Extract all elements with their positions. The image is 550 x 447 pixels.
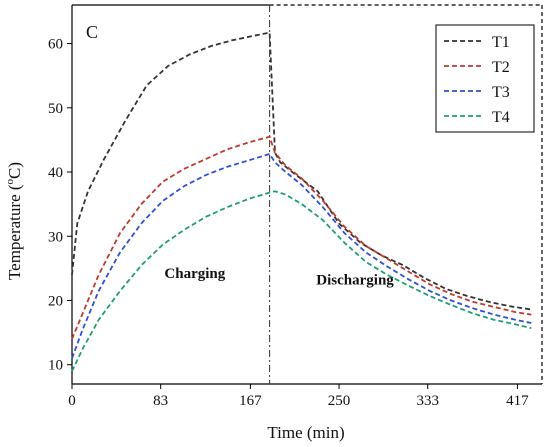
- y-tick-label: 40: [48, 165, 63, 181]
- y-axis-title-sup: o: [4, 178, 16, 184]
- legend-box: [435, 24, 535, 133]
- x-tick-label: 83: [153, 393, 168, 409]
- x-tick-label: 250: [328, 393, 351, 409]
- panel-label: C: [86, 22, 98, 42]
- x-tick-label: 333: [416, 393, 439, 409]
- y-axis-title-main: Temperature (: [5, 184, 24, 280]
- phase-annotation: Charging: [164, 266, 225, 282]
- plot-frame: [71, 4, 543, 385]
- y-axis-title-tail: C): [5, 162, 24, 179]
- x-tick-label: 167: [239, 393, 262, 409]
- y-tick-label: 50: [48, 101, 63, 117]
- phase-annotation: Discharging: [316, 272, 394, 288]
- legend: T1 T2 T3 T4: [435, 24, 535, 133]
- legend-label-t2: T2: [492, 59, 510, 76]
- y-tick-label: 30: [48, 229, 63, 245]
- axis-layer: 0 83 167 250 333 417 10 20 30 40 50 60: [48, 37, 529, 409]
- x-tick-label: 0: [68, 393, 76, 409]
- y-tick-label: 10: [48, 358, 63, 374]
- series-line-t4: [71, 190, 532, 372]
- series-line-t1: [71, 31, 532, 311]
- annotation-layer: Charging Discharging: [164, 266, 394, 288]
- legend-label-t1: T1: [492, 34, 510, 51]
- legend-label-t4: T4: [492, 109, 510, 126]
- y-tick-label: 20: [48, 293, 63, 309]
- series-line-t3: [71, 152, 532, 359]
- y-tick-label: 60: [48, 37, 63, 53]
- series-layer: [71, 31, 532, 372]
- x-axis-title: Time (min): [267, 423, 344, 442]
- x-tick-label: 417: [506, 393, 529, 409]
- legend-label-t3: T3: [492, 84, 510, 101]
- y-axis-title: Temperature (oC): [4, 162, 24, 280]
- series-line-t2: [71, 135, 532, 340]
